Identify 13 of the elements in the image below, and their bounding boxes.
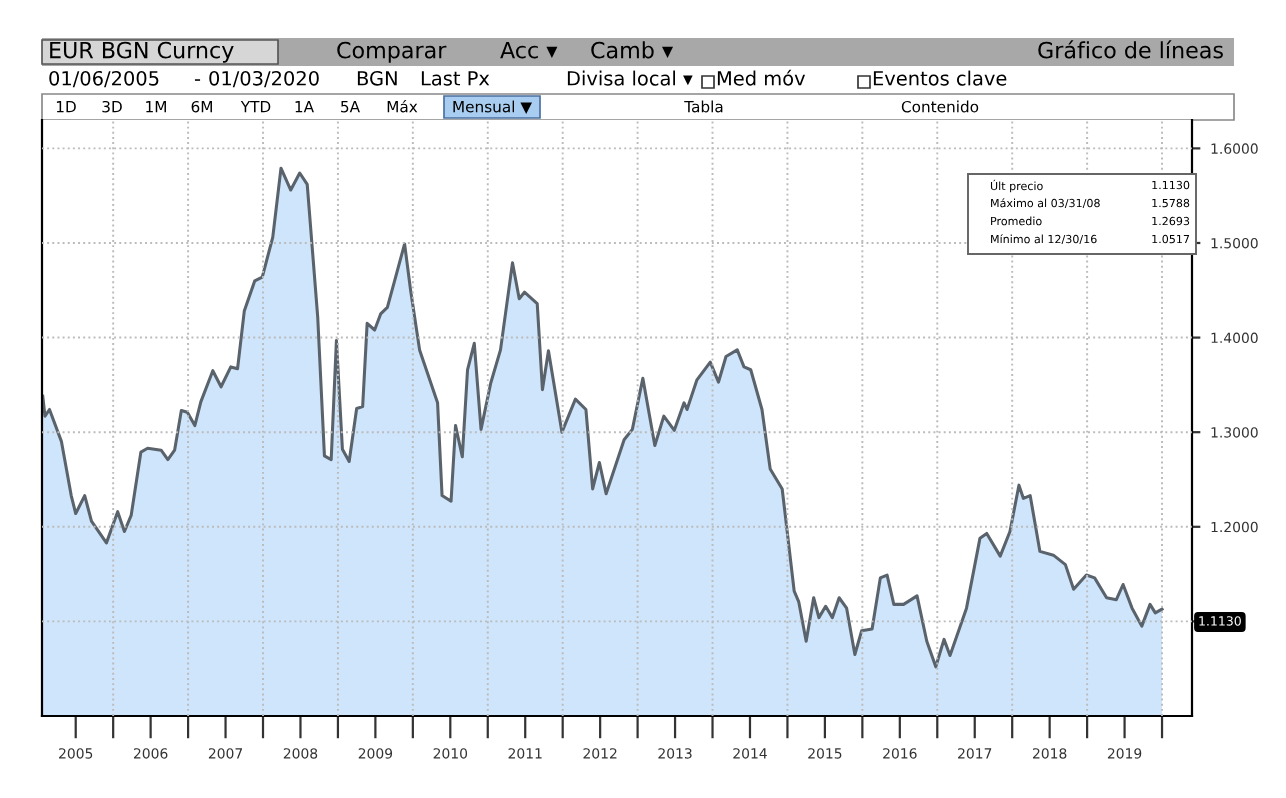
text: - bbox=[194, 79, 201, 81]
text: 01/06/2005 bbox=[49, 70, 159, 88]
text: 01/03/2020 bbox=[209, 70, 319, 88]
text: BGN bbox=[357, 70, 397, 86]
text: Comparar bbox=[337, 41, 447, 63]
text: Med móv bbox=[717, 69, 806, 86]
text: Acc ▾ bbox=[500, 41, 558, 59]
text: Divisa local ▾ bbox=[567, 70, 693, 86]
text: Camb ▾ bbox=[591, 41, 674, 59]
chart-title: EUR BGN Curncy bbox=[50, 41, 234, 63]
text: Last Px bbox=[421, 71, 490, 86]
chart-subtitle: Gráfico de líneas bbox=[1038, 40, 1223, 59]
text: Eventos clave bbox=[873, 70, 1007, 86]
